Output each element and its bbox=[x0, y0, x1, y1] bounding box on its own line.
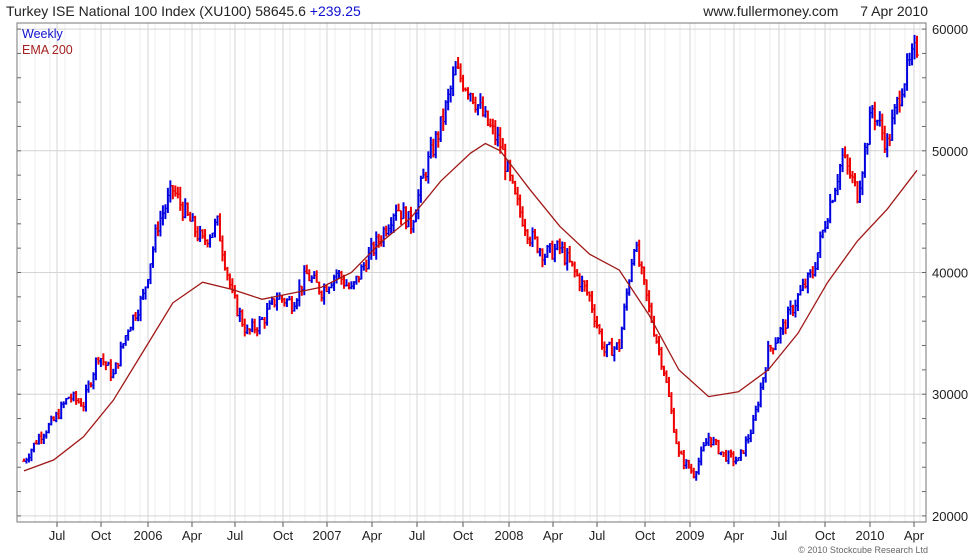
y-tick-label: 50000 bbox=[932, 144, 968, 159]
x-tick-label: 2009 bbox=[676, 528, 705, 543]
x-tick-label: Jul bbox=[771, 528, 788, 543]
x-tick-label: Jul bbox=[409, 528, 426, 543]
y-tick-label: 40000 bbox=[932, 266, 968, 281]
y-tick-label: 30000 bbox=[932, 387, 968, 402]
x-tick-label: 2007 bbox=[313, 528, 342, 543]
title-text: Turkey ISE National 100 Index (XU100) 58… bbox=[6, 3, 306, 19]
x-tick-label: Apr bbox=[904, 528, 925, 543]
x-tick-label: 2010 bbox=[856, 528, 885, 543]
y-tick-label: 20000 bbox=[932, 509, 968, 524]
x-tick-label: Jul bbox=[589, 528, 606, 543]
x-tick-label: Oct bbox=[453, 528, 474, 543]
x-tick-label: Apr bbox=[182, 528, 203, 543]
x-tick-label: Oct bbox=[91, 528, 112, 543]
x-tick-label: Apr bbox=[362, 528, 383, 543]
x-tick-label: Oct bbox=[273, 528, 294, 543]
x-tick-label: Jul bbox=[49, 528, 66, 543]
chart-date: 7 Apr 2010 bbox=[860, 3, 928, 19]
legend-weekly: Weekly bbox=[22, 27, 63, 41]
header-right: www.fullermoney.com 7 Apr 2010 bbox=[703, 3, 928, 19]
plot-frame bbox=[16, 22, 927, 523]
y-tick-label: 60000 bbox=[932, 22, 968, 37]
x-tick-label: Oct bbox=[815, 528, 836, 543]
ema-200-line bbox=[23, 142, 918, 472]
legend-ema: EMA 200 bbox=[22, 43, 73, 57]
x-tick-label: Oct bbox=[635, 528, 656, 543]
x-tick-label: Apr bbox=[543, 528, 564, 543]
x-tick-label: Apr bbox=[724, 528, 745, 543]
x-tick-label: 2008 bbox=[495, 528, 524, 543]
site-link[interactable]: www.fullermoney.com bbox=[703, 3, 839, 19]
x-tick-label: Jul bbox=[227, 528, 244, 543]
copyright-text: © 2010 Stockcube Research Ltd bbox=[798, 545, 928, 555]
x-tick-label: 2006 bbox=[134, 528, 163, 543]
change-value: +239.25 bbox=[309, 3, 361, 19]
chart-title: Turkey ISE National 100 Index (XU100) 58… bbox=[6, 3, 361, 19]
